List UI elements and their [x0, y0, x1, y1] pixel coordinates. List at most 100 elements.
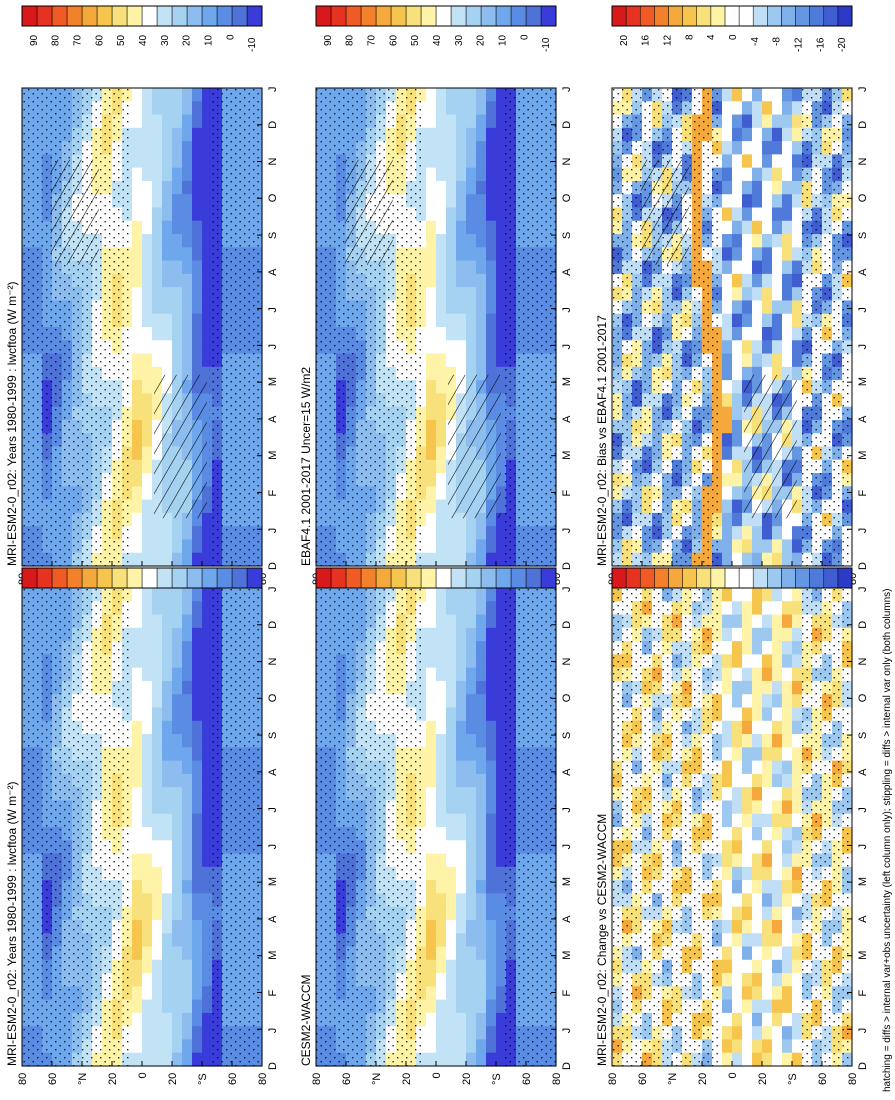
heatmap-cell	[792, 353, 803, 368]
heatmap-cell	[496, 720, 507, 735]
heatmap-cell	[436, 207, 447, 222]
heatmap-cell	[446, 552, 457, 567]
heatmap-cell	[742, 614, 753, 629]
heatmap-cell	[152, 680, 163, 695]
heatmap-cell	[192, 667, 203, 682]
heatmap-cell	[182, 986, 193, 1001]
heatmap-cell	[142, 641, 153, 655]
heatmap-cell	[732, 588, 743, 602]
heatmap-cell	[772, 366, 783, 381]
heatmap-cell	[132, 986, 143, 1001]
heatmap-cell	[446, 588, 457, 602]
colorbar-swatch	[345, 567, 362, 589]
heatmap-cell	[792, 512, 803, 527]
heatmap-cell	[476, 234, 487, 248]
heatmap-cell	[142, 552, 153, 567]
heatmap-cell	[446, 946, 457, 961]
heatmap-cell	[132, 641, 143, 655]
heatmap-cell	[496, 154, 507, 169]
heatmap-cell	[426, 539, 437, 554]
heatmap-cell	[466, 287, 477, 302]
heatmap-cell	[142, 986, 153, 1001]
heatmap-cell	[132, 946, 143, 961]
heatmap-cell	[722, 234, 733, 248]
heatmap-cell	[162, 313, 173, 328]
heatmap-cell	[426, 680, 437, 695]
heatmap-cell	[782, 220, 793, 235]
heatmap-cell	[752, 601, 763, 616]
heatmap-cell	[782, 273, 793, 288]
stippling	[316, 588, 424, 1066]
month-tick-label: A	[267, 415, 279, 423]
heatmap-cell	[436, 986, 447, 1001]
heatmap-cell	[762, 88, 773, 102]
panel-p2: -1001020304050607080908060°N20020°S6080D…	[5, 567, 279, 1085]
heatmap-cell	[426, 800, 437, 815]
heatmap-cell	[782, 114, 793, 129]
heatmap-cell	[162, 614, 173, 629]
heatmap-cell	[152, 601, 163, 616]
heatmap-cell	[162, 680, 173, 695]
lat-tick-label: 60	[47, 1073, 59, 1085]
heatmap-cell	[762, 512, 773, 527]
colorbar-tick-label: 50	[410, 34, 421, 46]
heatmap-cell	[192, 287, 203, 302]
heatmap-cell	[732, 526, 743, 541]
heatmap-cell	[142, 512, 153, 527]
colorbar-tick-label: -10	[247, 37, 258, 52]
heatmap-cell	[172, 667, 183, 682]
heatmap-cell	[436, 773, 447, 788]
colorbar-swatch	[510, 5, 527, 27]
heatmap-cell	[792, 694, 803, 709]
heatmap-cell	[172, 773, 183, 788]
heatmap-cell	[436, 853, 447, 868]
heatmap-cell	[182, 552, 193, 567]
stippling	[503, 88, 556, 566]
heatmap-cell	[446, 747, 457, 762]
heatmap-cell	[732, 101, 743, 116]
month-tick-label: A	[561, 915, 573, 923]
heatmap-cell	[782, 287, 793, 302]
heatmap-cell	[132, 747, 143, 762]
heatmap-cell	[132, 694, 143, 709]
heatmap-cell	[486, 512, 497, 527]
heatmap-cell	[446, 680, 457, 695]
heatmap-cell	[172, 220, 183, 235]
heatmap-cell	[732, 552, 743, 567]
heatmap-cell	[426, 773, 437, 788]
month-tick-label: J	[267, 307, 279, 313]
heatmap-cell	[762, 167, 773, 182]
heatmap-cell	[426, 552, 437, 567]
heatmap-cell	[436, 287, 447, 302]
month-tick-label: A	[561, 268, 573, 276]
heatmap-cell	[792, 486, 803, 501]
heatmap-cell	[446, 959, 457, 974]
heatmap-cell	[162, 220, 173, 235]
colorbar-tick-label: -10	[541, 37, 552, 52]
heatmap-cell	[192, 601, 203, 616]
heatmap-cell	[142, 694, 153, 709]
heatmap-cell	[772, 614, 783, 629]
heatmap-cell	[142, 893, 153, 908]
heatmap-cell	[152, 552, 163, 567]
heatmap-cell	[202, 313, 213, 328]
heatmap-cell	[486, 220, 497, 235]
heatmap-cell	[742, 340, 753, 355]
heatmap-cell	[446, 840, 457, 855]
heatmap-cell	[182, 539, 193, 554]
heatmap-cell	[172, 313, 183, 328]
heatmap-cell	[132, 260, 143, 275]
heatmap-cell	[466, 327, 477, 341]
heatmap-cell	[162, 853, 173, 868]
heatmap-cell	[486, 986, 497, 1001]
heatmap-cell	[782, 127, 793, 142]
heatmap-cell	[152, 1052, 163, 1067]
heatmap-cell	[456, 552, 467, 567]
heatmap-cell	[132, 654, 143, 669]
heatmap-cell	[152, 366, 163, 381]
colorbar-tick-label: 10	[203, 34, 214, 46]
heatmap-cell	[446, 512, 457, 527]
heatmap-cell	[192, 512, 203, 527]
colorbar-swatch	[837, 567, 853, 589]
heatmap-cell	[172, 260, 183, 275]
